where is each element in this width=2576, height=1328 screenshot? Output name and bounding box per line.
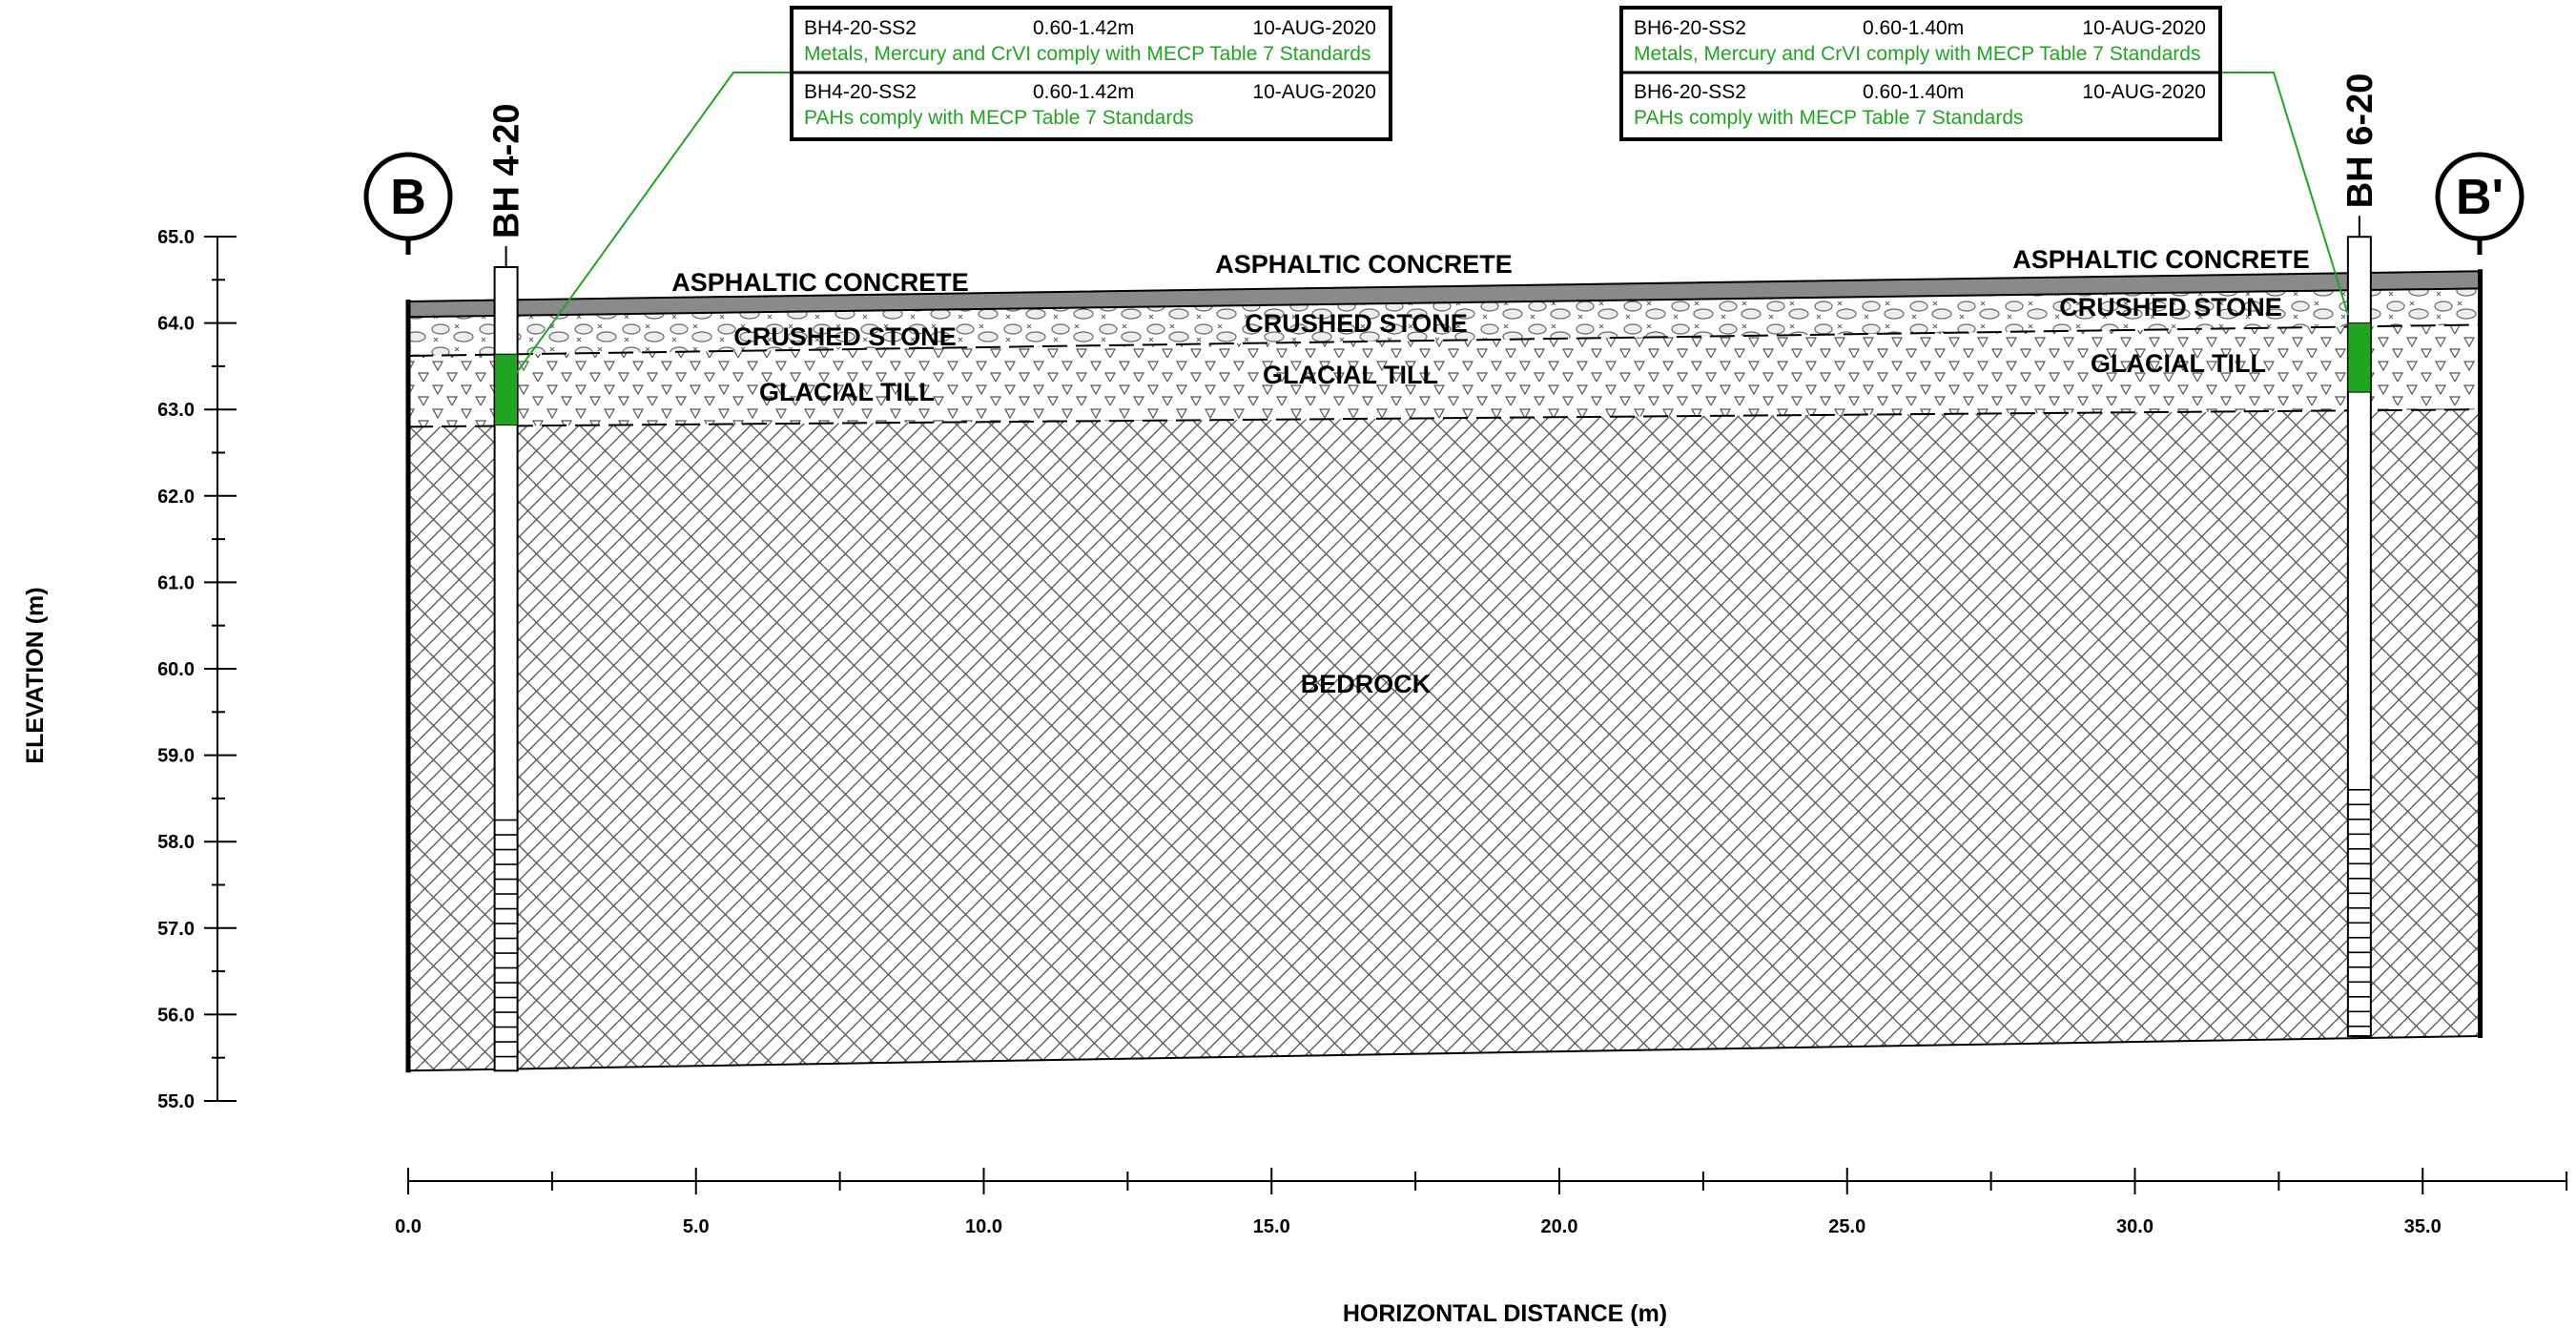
layer-label-asphalt-left: ASPHALTIC CONCRETE <box>671 268 969 297</box>
result-depth: 0.60-1.40m <box>1863 81 1964 103</box>
result-date: 10-AUG-2020 <box>1252 17 1376 39</box>
borehole-bh6-20: BH 6-20 <box>2340 73 2380 1038</box>
y-tick-label: 63.0 <box>157 400 195 421</box>
result-text: PAHs comply with MECP Table 7 Standards <box>1634 107 2024 129</box>
result-text: PAHs comply with MECP Table 7 Standards <box>804 107 1194 129</box>
result-depth: 0.60-1.42m <box>1033 17 1134 39</box>
y-tick-label: 57.0 <box>157 919 195 940</box>
y-tick-label: 62.0 <box>157 487 195 508</box>
y-tick-label: 64.0 <box>157 314 195 335</box>
y-tick-label: 56.0 <box>157 1005 195 1026</box>
layer-label-stone-left: CRUSHED STONE <box>733 322 957 351</box>
well-screen <box>494 819 518 1058</box>
sample-interval <box>494 353 519 426</box>
layer-label-till-right: GLACIAL TILL <box>2091 349 2266 378</box>
result-text: Metals, Mercury and CrVI comply with MEC… <box>804 43 1370 65</box>
y-axis: 65.0 64.0 63.0 62.0 61.0 60.0 59.0 58.0 57.0 56.0… <box>157 227 237 1112</box>
x-tick-label: 10.0 <box>965 1216 1002 1237</box>
result-depth: 0.60-1.40m <box>1863 17 1964 39</box>
boreholes: BH 4-20 BH 6-20 <box>487 73 2380 1072</box>
y-axis-title: ELEVATION (m) <box>22 587 49 763</box>
layer-label-stone-right: CRUSHED STONE <box>2059 293 2282 322</box>
borehole-title: BH 6-20 <box>2340 73 2380 209</box>
x-tick-label: 35.0 <box>2404 1216 2442 1237</box>
borehole-title: BH 4-20 <box>487 103 527 239</box>
y-tick-label: 58.0 <box>157 832 195 853</box>
result-leader-bh4-20 <box>509 72 792 383</box>
well-screen <box>2347 789 2371 1027</box>
section-start-letter: B <box>390 170 426 225</box>
y-tick-label: 60.0 <box>157 659 195 680</box>
layer-labels: ASPHALTIC CONCRETE ASPHALTIC CONCRETE AS… <box>671 245 2310 698</box>
bedrock-layer <box>408 409 2481 1071</box>
result-depth: 0.60-1.42m <box>1033 81 1134 103</box>
layer-label-till-left: GLACIAL TILL <box>759 378 935 406</box>
crushed-stone-till-contact <box>407 323 2481 358</box>
layer-label-till-center: GLACIAL TILL <box>1263 361 1438 389</box>
result-date: 10-AUG-2020 <box>2082 17 2206 39</box>
till-bedrock-contact <box>407 408 2481 428</box>
layer-label-bedrock: BEDROCK <box>1301 670 1432 698</box>
x-tick-label: 30.0 <box>2116 1216 2154 1237</box>
y-tick-label: 59.0 <box>157 746 195 767</box>
x-tick-label: 15.0 <box>1253 1216 1290 1237</box>
result-date: 10-AUG-2020 <box>2082 81 2206 103</box>
layer-label-asphalt-right: ASPHALTIC CONCRETE <box>2012 245 2310 274</box>
y-tick-label: 55.0 <box>157 1091 195 1112</box>
section-bottom-line <box>407 1035 2481 1072</box>
glacial-till-layer <box>408 324 2481 427</box>
x-axis-title: HORIZONTAL DISTANCE (m) <box>1343 1300 1667 1327</box>
x-tick-label: 5.0 <box>683 1216 710 1237</box>
result-sample-id: BH4-20-SS2 <box>804 81 917 103</box>
x-axis: 0.0 5.0 10.0 15.0 20.0 25.0 30.0 35.0 <box>395 1168 2568 1237</box>
result-sample-id: BH4-20-SS2 <box>804 17 917 39</box>
borehole-bh4-20: BH 4-20 <box>487 103 527 1072</box>
result-leader-bh6-20 <box>2211 72 2349 316</box>
section-marker-start: B <box>363 152 453 255</box>
result-date: 10-AUG-2020 <box>1252 81 1376 103</box>
y-tick-label: 61.0 <box>157 572 195 593</box>
result-sample-id: BH6-20-SS2 <box>1634 17 1746 39</box>
x-tick-label: 25.0 <box>1828 1216 1865 1237</box>
result-box-bh4-20: BH4-20-SS2 0.60-1.42m 10-AUG-2020 Metals… <box>790 6 1392 141</box>
crushed-stone-layer <box>408 288 2481 357</box>
section-end-letter: B' <box>2456 170 2504 225</box>
y-tick-label: 65.0 <box>157 227 195 248</box>
result-box-bh6-20: BH6-20-SS2 0.60-1.40m 10-AUG-2020 Metals… <box>1619 6 2222 141</box>
x-tick-label: 0.0 <box>395 1216 422 1237</box>
section-marker-end: B' <box>2435 152 2524 255</box>
layers <box>405 269 2483 1073</box>
result-sample-id: BH6-20-SS2 <box>1634 81 1746 103</box>
sample-interval <box>2347 322 2372 393</box>
layer-label-asphalt-center: ASPHALTIC CONCRETE <box>1215 250 1513 279</box>
result-text: Metals, Mercury and CrVI comply with MEC… <box>1634 43 2200 65</box>
layer-label-stone-center: CRUSHED STONE <box>1245 309 1468 338</box>
x-tick-label: 20.0 <box>1541 1216 1578 1237</box>
